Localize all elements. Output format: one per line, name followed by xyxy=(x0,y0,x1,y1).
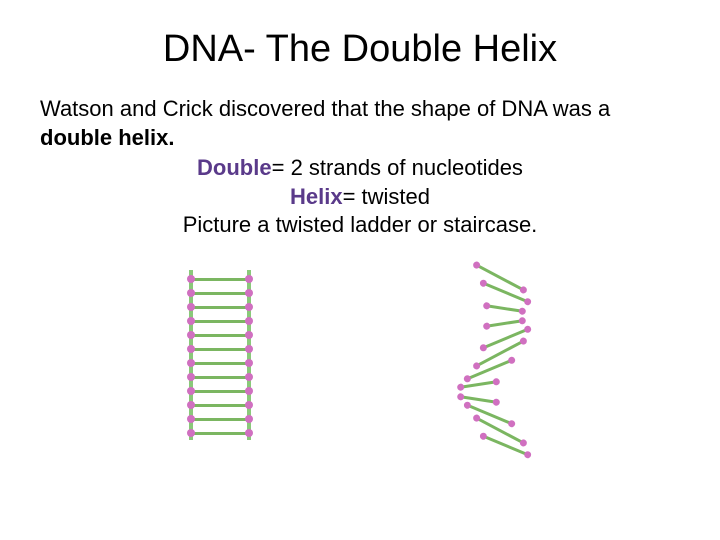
ladder-rung xyxy=(193,362,247,365)
ladder-rung xyxy=(193,376,247,379)
ladder-rung xyxy=(193,306,247,309)
intro-bold-text: double helix. xyxy=(40,125,174,150)
term-double: Double xyxy=(197,155,272,180)
images-row xyxy=(40,270,680,450)
ladder-rung xyxy=(193,292,247,295)
slide-title: DNA- The Double Helix xyxy=(40,28,680,71)
term-helix: Helix xyxy=(290,184,343,209)
ladder-rung xyxy=(193,334,247,337)
intro-text: Watson and Crick discovered that the sha… xyxy=(40,96,610,121)
slide-container: DNA- The Double Helix Watson and Crick d… xyxy=(0,0,720,540)
picture-line: Picture a twisted ladder or staircase. xyxy=(40,211,680,240)
body-text-block: Watson and Crick discovered that the sha… xyxy=(40,95,680,240)
ladder-rung xyxy=(193,320,247,323)
helix-rung xyxy=(488,304,521,312)
intro-line: Watson and Crick discovered that the sha… xyxy=(40,95,680,152)
dna-straight-image xyxy=(175,270,265,440)
def-double-text: = 2 strands of nucleotides xyxy=(272,155,523,180)
def-helix-text: = twisted xyxy=(343,184,430,209)
ladder-rung xyxy=(193,418,247,421)
helix-rung xyxy=(488,319,521,327)
definition-helix: Helix= twisted xyxy=(40,183,680,212)
ladder-rung xyxy=(193,348,247,351)
ladder-rung xyxy=(193,404,247,407)
definition-double: Double= 2 strands of nucleotides xyxy=(40,154,680,183)
dna-helix-image xyxy=(455,270,545,450)
ladder-rung xyxy=(193,390,247,393)
ladder-rung xyxy=(193,278,247,281)
ladder-rung xyxy=(193,432,247,435)
